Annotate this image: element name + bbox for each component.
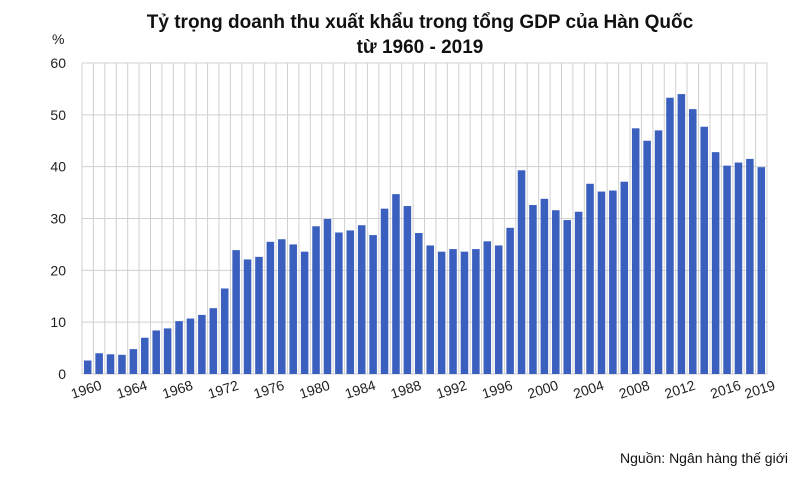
y-tick-label-30: 30 (50, 211, 66, 227)
bar-1969 (186, 318, 195, 374)
bar-2011 (666, 97, 674, 374)
bar-1983 (346, 230, 355, 374)
y-tick-label-40: 40 (50, 159, 66, 175)
bar-1997 (506, 227, 514, 374)
bar-2004 (586, 183, 594, 374)
bar-2016 (723, 165, 731, 374)
bar-1966 (152, 330, 160, 374)
bar-1978 (289, 244, 297, 374)
x-tick-label-1996: 1996 (480, 377, 515, 402)
bar-1993 (460, 251, 469, 374)
bar-1981 (323, 219, 332, 374)
bar-2006 (609, 190, 617, 374)
bar-1970 (198, 314, 206, 374)
bar-1964 (129, 349, 138, 374)
bar-2000 (540, 198, 549, 374)
bar-1994 (472, 249, 480, 374)
x-tick-label-1968: 1968 (160, 377, 195, 402)
y-tick-label-20: 20 (50, 262, 66, 278)
bar-2005 (597, 191, 606, 374)
bar-1988 (403, 206, 412, 374)
bar-1965 (141, 337, 149, 374)
y-tick-label-60: 60 (50, 55, 66, 71)
y-tick-label-0: 0 (58, 366, 66, 382)
bar-1962 (106, 354, 115, 374)
bar-1995 (483, 241, 492, 374)
bar-1992 (449, 249, 457, 374)
bar-1963 (118, 354, 126, 374)
source-note: Nguồn: Ngân hàng thế giới (620, 450, 788, 466)
bar-1968 (175, 321, 183, 374)
bar-1975 (255, 256, 263, 374)
x-tick-label-1984: 1984 (343, 377, 378, 402)
bar-1972 (220, 288, 229, 374)
bar-1976 (266, 241, 275, 374)
chart-title-line-2: từ 1960 - 2019 (357, 37, 484, 58)
bar-1984 (357, 225, 366, 374)
bar-2015 (711, 152, 720, 374)
y-axis-unit-label: % (52, 31, 64, 47)
bar-1998 (517, 170, 526, 374)
y-axis-ticks: 0 10 20 30 40 50 60 (50, 55, 66, 382)
bar-1982 (335, 232, 343, 374)
bar-1990 (426, 245, 434, 374)
x-tick-label-1972: 1972 (206, 377, 241, 402)
x-tick-label-1980: 1980 (297, 377, 332, 402)
x-tick-label-1988: 1988 (389, 377, 424, 402)
x-tick-label-1992: 1992 (434, 377, 469, 402)
y-tick-label-10: 10 (50, 314, 66, 330)
x-tick-label-2000: 2000 (526, 377, 561, 402)
x-tick-label-1964: 1964 (115, 377, 150, 402)
bar-2013 (689, 109, 697, 375)
bar-1996 (494, 245, 503, 374)
y-tick-label-50: 50 (50, 107, 66, 123)
bar-2019 (757, 167, 766, 374)
bar-2017 (734, 162, 743, 374)
bar-2001 (552, 210, 560, 374)
bar-1961 (95, 353, 103, 374)
x-tick-label-1976: 1976 (252, 377, 287, 402)
bars (83, 94, 766, 375)
bar-1986 (380, 208, 389, 374)
x-tick-label-1960: 1960 (69, 377, 104, 402)
bar-1971 (209, 308, 218, 374)
bar-1985 (369, 235, 377, 374)
x-tick-label-2004: 2004 (571, 377, 606, 402)
bar-1987 (392, 194, 400, 374)
bar-2008 (631, 128, 640, 374)
bar-1977 (278, 239, 286, 374)
bar-2003 (574, 211, 583, 374)
x-tick-label-2019: 2019 (742, 377, 777, 402)
bar-1991 (437, 251, 446, 374)
bar-1989 (415, 233, 423, 374)
bar-2007 (620, 181, 629, 374)
bar-2010 (654, 130, 663, 374)
bar-1979 (300, 251, 309, 374)
x-tick-label-2012: 2012 (663, 377, 698, 402)
bar-1967 (163, 328, 172, 374)
bar-2018 (746, 158, 754, 374)
bar-2009 (643, 140, 651, 374)
bar-1974 (243, 259, 252, 374)
gridlines (81, 62, 768, 375)
bar-1973 (232, 250, 240, 374)
x-axis-ticks: 1960 1964 1968 1972 1976 1980 1984 1988 1992 1996… (69, 377, 777, 402)
chart-title-line-1: Tỷ trọng doanh thu xuất khẩu trong tổng … (147, 12, 694, 33)
bar-2012 (677, 94, 686, 374)
bar-1980 (312, 226, 320, 374)
bar-2002 (563, 220, 571, 374)
x-tick-label-2008: 2008 (617, 377, 652, 402)
bar-1999 (529, 205, 537, 374)
x-tick-label-2016: 2016 (708, 377, 743, 402)
bar-2014 (700, 126, 708, 374)
bar-1960 (83, 360, 92, 374)
